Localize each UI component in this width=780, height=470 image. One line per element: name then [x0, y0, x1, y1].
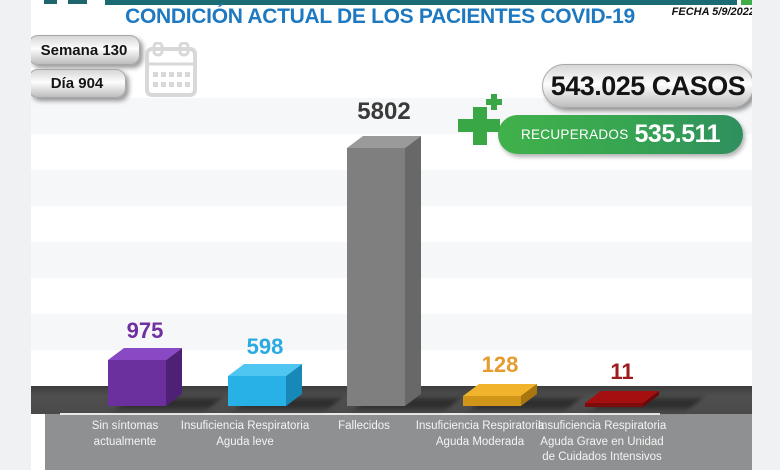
day-badge: Día 904 [28, 69, 126, 98]
total-cases-label: 543.025 CASOS [550, 70, 746, 101]
category-label-ira-leve: Insuficiencia Respiratoria Aguda leve [180, 420, 310, 448]
bar-value-ira-leve: 598 [246, 334, 284, 359]
recovered-value: 535.511 [634, 120, 721, 148]
day-badge-label: Día 904 [50, 75, 104, 92]
category-label-sin-sintomas: Sin síntomas actualmente [91, 420, 159, 448]
right-margin [752, 0, 780, 470]
category-label-ira-grave: Insuficiencia Respiratoria Aguda Grave e… [537, 420, 667, 463]
bar-sin-sintomas [108, 348, 182, 360]
category-label-band [45, 414, 752, 470]
bar-value-fallecidos: 5802 [357, 98, 411, 125]
bar-fallecidos [347, 136, 421, 148]
bar-ira-grave [585, 391, 659, 403]
category-label-ira-moderada: Insuficiencia Respiratoria Aguda Moderad… [415, 420, 545, 448]
band-separator-line [60, 413, 660, 415]
category-label-fallecidos: Fallecidos [338, 420, 390, 432]
logo-fragment-icon [68, 0, 87, 4]
bar-value-ira-moderada: 128 [481, 352, 519, 377]
header-rule-teal [105, 0, 737, 5]
bar-ira-leve [228, 364, 302, 376]
date-label: FECHA 5/9/2022 [671, 6, 755, 18]
logo-fragment-icon [44, 0, 57, 4]
recovered-label: RECUPERADOS [520, 127, 629, 142]
bar-value-ira-grave: 11 [610, 359, 634, 384]
calendar-icon [145, 42, 197, 97]
bar-value-sin-sintomas: 975 [126, 318, 164, 343]
page-title: CONDICIÓN ACTUAL DE LOS PACIENTES COVID-… [125, 5, 635, 28]
total-cases-badge: 543.025 CASOS [542, 64, 754, 108]
left-margin [0, 0, 31, 470]
week-badge: Semana 130 [28, 35, 140, 65]
week-badge-label: Semana 130 [40, 41, 128, 59]
bar-ira-moderada [463, 384, 537, 396]
recovered-badge: RECUPERADOS 535.511 [498, 115, 743, 154]
